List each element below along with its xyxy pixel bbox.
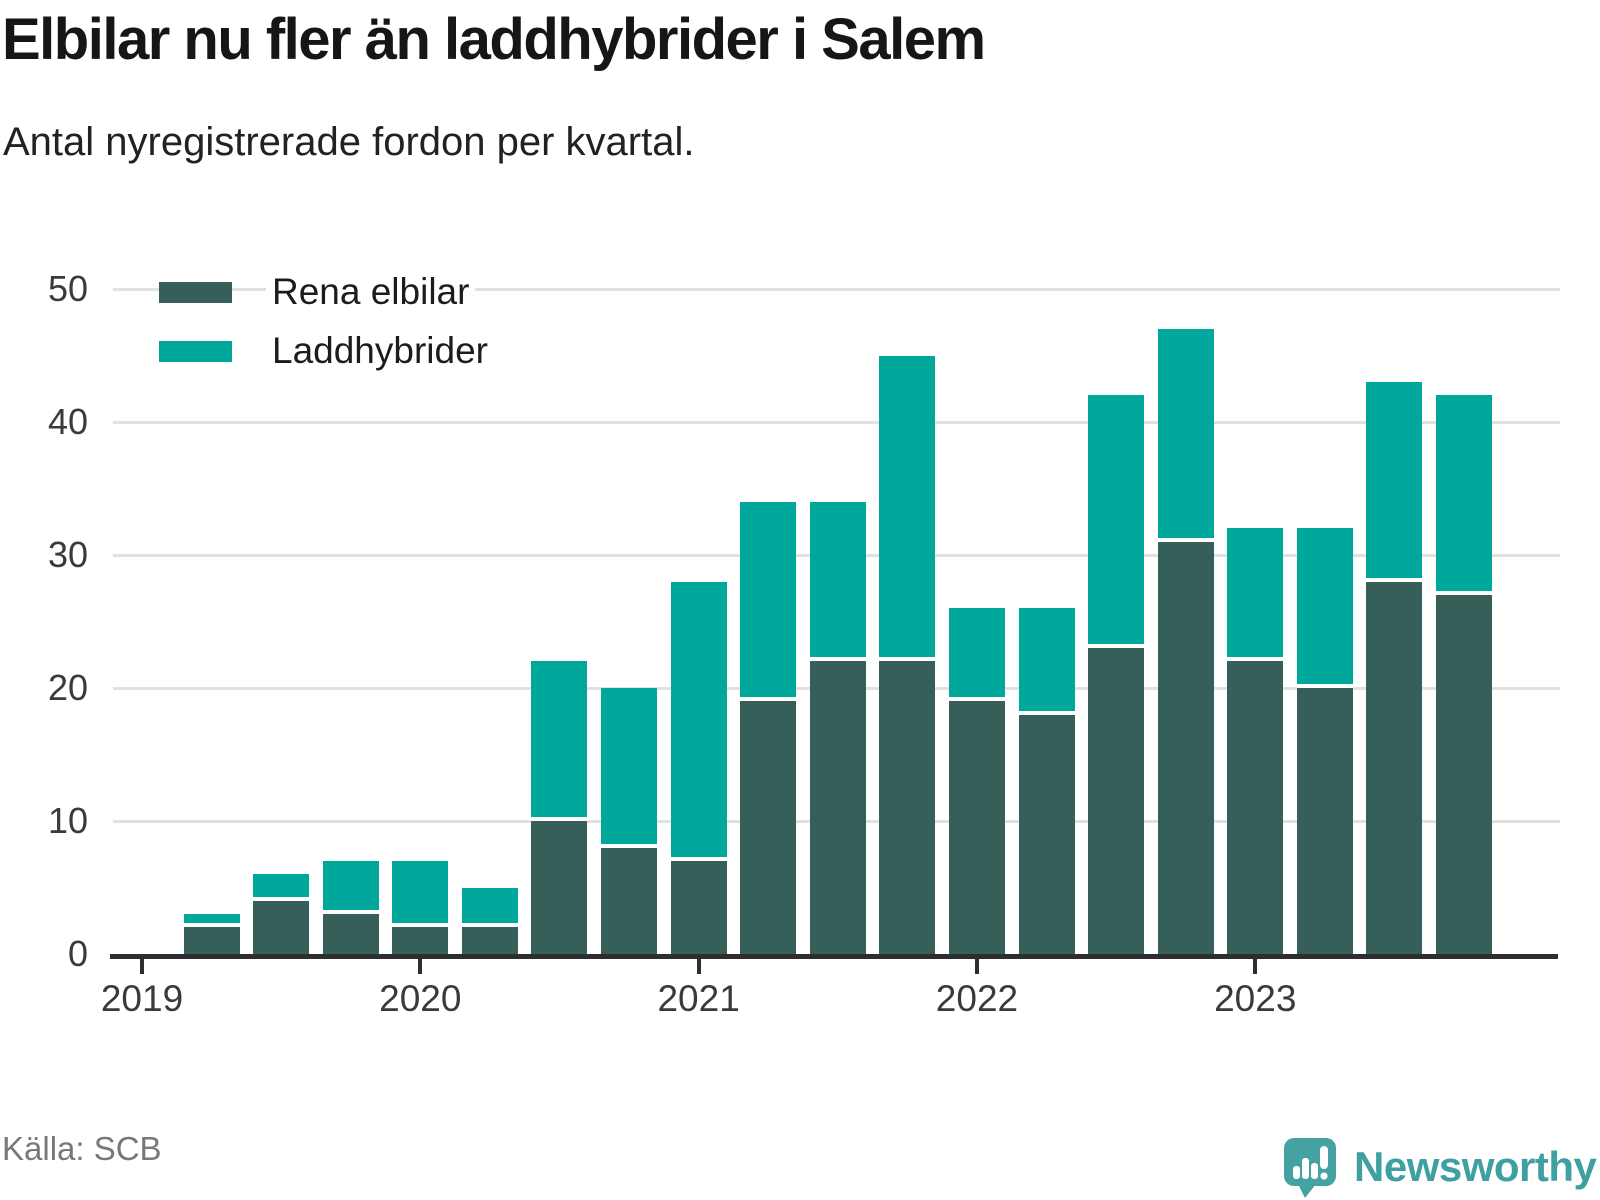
bar-2019-Q3-electric: [253, 900, 310, 954]
bar-2021-Q2-hybrid: [740, 501, 797, 702]
bar-2021-Q1-electric: [670, 860, 727, 954]
bar-2023-Q2-electric: [1296, 688, 1353, 954]
source-note: Källa: SCB: [2, 1130, 162, 1167]
x-tick-2021: [696, 959, 701, 974]
x-tick-label-2021: 2021: [657, 978, 740, 1019]
bar-2020-Q4-electric: [601, 847, 658, 954]
bar-2020-Q2-hybrid: [461, 887, 518, 928]
y-tick-label-0: 0: [67, 933, 88, 974]
bar-2020-Q1-hybrid: [392, 860, 449, 928]
bar-2022-Q1-hybrid: [948, 608, 1005, 702]
newsworthy-logo: Newsworthy: [1282, 1136, 1597, 1198]
bar-2022-Q4-electric: [1157, 541, 1214, 954]
newsworthy-speech-bubble-bar-chart-icon: [1284, 1138, 1336, 1198]
y-tick-label-30: 30: [47, 534, 88, 575]
legend-label-electric: Rena elbilar: [266, 270, 476, 314]
x-tick-label-2020: 2020: [379, 978, 462, 1019]
legend: Rena elbilar Laddhybrider: [159, 270, 494, 392]
legend-item-hybrid: Laddhybrider: [159, 329, 494, 373]
bar-2020-Q1-electric: [392, 927, 449, 954]
bar-2022-Q2-hybrid: [1018, 608, 1075, 715]
x-tick-2020: [418, 959, 423, 974]
bar-2019-Q4-hybrid: [322, 860, 379, 915]
chart-title: Elbilar nu fler än laddhybrider i Salem: [2, 7, 986, 72]
gridline-40: [113, 421, 1560, 424]
bar-2021-Q1-hybrid: [670, 581, 727, 861]
y-tick-label-10: 10: [47, 800, 88, 841]
legend-item-electric: Rena elbilar: [159, 270, 494, 314]
x-tick-label-2019: 2019: [100, 978, 184, 1019]
bar-2023-Q3-hybrid: [1366, 382, 1423, 582]
bar-2023-Q2-hybrid: [1296, 528, 1353, 688]
bar-2021-Q4-hybrid: [879, 355, 936, 662]
bar-2020-Q4-hybrid: [601, 688, 658, 848]
bar-2019-Q2-hybrid: [183, 914, 240, 928]
bar-2023-Q1-electric: [1227, 661, 1284, 954]
bar-2023-Q3-electric: [1366, 581, 1423, 954]
y-tick-label-20: 20: [47, 667, 88, 708]
bar-2023-Q1-hybrid: [1227, 528, 1284, 662]
bar-2020-Q2-electric: [461, 927, 518, 954]
bar-2022-Q4-hybrid: [1157, 328, 1214, 542]
bar-2020-Q3-electric: [531, 821, 588, 954]
x-tick-2023: [1253, 959, 1258, 974]
x-axis-line: [110, 954, 1558, 959]
y-tick-label-50: 50: [47, 268, 88, 309]
bar-2019-Q2-electric: [183, 927, 240, 954]
bar-2022-Q3-electric: [1088, 648, 1145, 954]
bar-2021-Q2-electric: [740, 701, 797, 954]
bar-2020-Q3-hybrid: [531, 661, 588, 821]
bar-2022-Q3-hybrid: [1088, 395, 1145, 649]
bar-2019-Q4-electric: [322, 914, 379, 954]
x-tick-2019: [140, 959, 144, 974]
bar-2021-Q3-hybrid: [809, 501, 866, 662]
bar-2023-Q4-hybrid: [1436, 395, 1493, 595]
y-tick-label-40: 40: [47, 401, 88, 442]
legend-swatch-electric: [159, 281, 232, 303]
bar-2022-Q1-electric: [948, 701, 1005, 954]
legend-label-hybrid: Laddhybrider: [266, 329, 494, 373]
gridline-50: [113, 288, 1560, 291]
brand-name: Newsworthy: [1354, 1143, 1597, 1190]
x-tick-2022: [974, 959, 979, 974]
bar-2019-Q3-hybrid: [253, 874, 310, 901]
chart-subtitle: Antal nyregistrerade fordon per kvartal.: [3, 120, 695, 164]
bar-2023-Q4-electric: [1436, 594, 1493, 954]
legend-swatch-hybrid: [159, 340, 232, 362]
bar-2021-Q4-electric: [879, 661, 936, 954]
x-tick-label-2023: 2023: [1214, 978, 1297, 1019]
bar-2021-Q3-electric: [809, 661, 866, 954]
x-tick-label-2022: 2022: [935, 978, 1019, 1019]
bar-2022-Q2-electric: [1018, 714, 1075, 954]
